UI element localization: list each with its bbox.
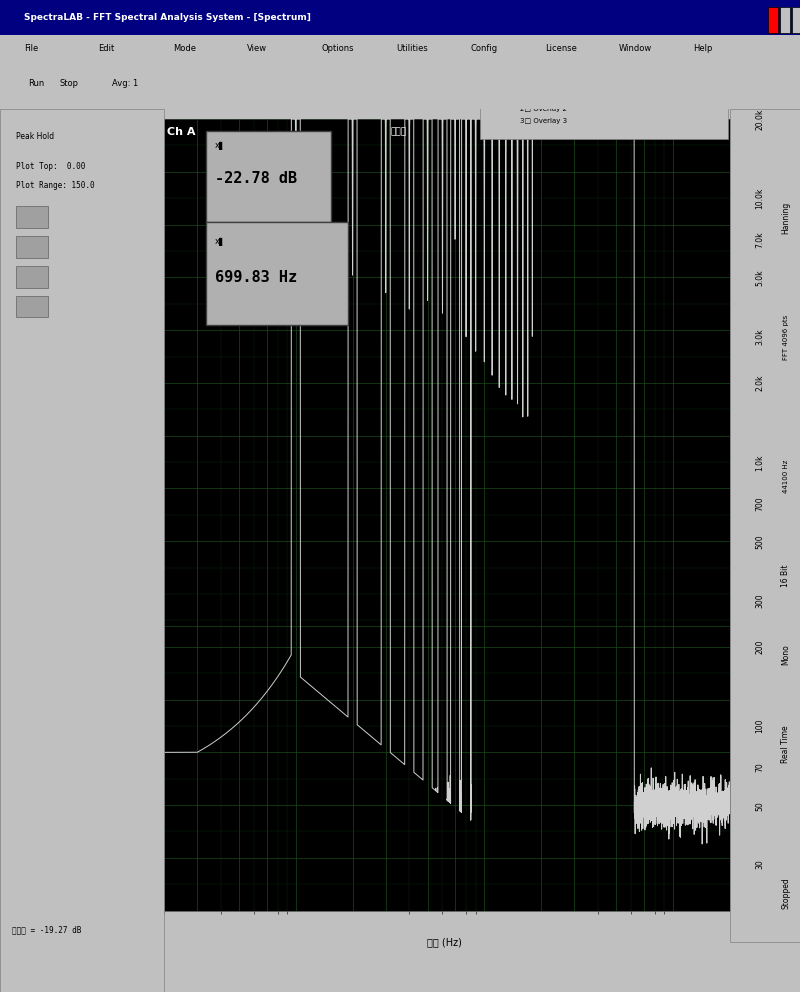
Text: -22.78 dB: -22.78 dB bbox=[215, 171, 297, 186]
Text: 20.0k: 20.0k bbox=[755, 108, 765, 130]
Text: Stop: Stop bbox=[60, 79, 79, 88]
Text: Config: Config bbox=[470, 44, 498, 53]
FancyBboxPatch shape bbox=[206, 131, 331, 222]
Text: Real Time: Real Time bbox=[781, 725, 790, 763]
Text: 500: 500 bbox=[755, 535, 765, 550]
Text: Run: Run bbox=[28, 79, 44, 88]
Text: 70: 70 bbox=[755, 762, 765, 772]
Text: 16 Bit: 16 Bit bbox=[781, 564, 790, 586]
Text: Ch A: Ch A bbox=[167, 127, 195, 137]
Text: Avg: 1: Avg: 1 bbox=[112, 79, 138, 88]
Text: Mode: Mode bbox=[173, 44, 196, 53]
Text: Edit: Edit bbox=[98, 44, 114, 53]
Text: 100: 100 bbox=[755, 719, 765, 733]
Text: 700: 700 bbox=[755, 496, 765, 511]
Text: Options: Options bbox=[322, 44, 354, 53]
Text: 699.83 Hz: 699.83 Hz bbox=[215, 270, 297, 285]
Text: 无通道: 无通道 bbox=[390, 127, 406, 136]
Text: Utilities: Utilities bbox=[396, 44, 428, 53]
Text: 10.0k: 10.0k bbox=[755, 187, 765, 209]
FancyBboxPatch shape bbox=[206, 222, 348, 324]
Text: 5.0k: 5.0k bbox=[755, 270, 765, 287]
Text: 300: 300 bbox=[755, 593, 765, 608]
Text: 总平均 = -19.27 dB: 总平均 = -19.27 dB bbox=[12, 926, 82, 934]
Text: x▌: x▌ bbox=[215, 237, 226, 246]
Text: Window: Window bbox=[619, 44, 653, 53]
Text: x▌: x▌ bbox=[215, 141, 226, 150]
Text: 200: 200 bbox=[755, 640, 765, 654]
Text: File: File bbox=[24, 44, 38, 53]
Text: 1□ Overlay 1: 1□ Overlay 1 bbox=[520, 94, 567, 100]
Y-axis label: 就分辨率 (dB): 就分辨率 (dB) bbox=[115, 493, 124, 537]
Text: 7.0k: 7.0k bbox=[755, 231, 765, 248]
Text: Options...: Options... bbox=[664, 99, 701, 108]
Text: SpectraLAB - FFT Spectral Analysis System - [Spectrum]: SpectraLAB - FFT Spectral Analysis Syste… bbox=[24, 13, 311, 22]
Text: 30: 30 bbox=[755, 859, 765, 869]
Text: 3□ Overlay 3: 3□ Overlay 3 bbox=[520, 118, 567, 124]
Text: Hanning: Hanning bbox=[781, 202, 790, 234]
Text: Help: Help bbox=[694, 44, 713, 53]
Text: View: View bbox=[247, 44, 267, 53]
Text: 2.0k: 2.0k bbox=[755, 375, 765, 391]
Text: Overlays: Overlays bbox=[492, 63, 534, 72]
Text: License: License bbox=[545, 44, 577, 53]
Text: 2□ Overlay 2: 2□ Overlay 2 bbox=[520, 106, 567, 112]
Text: fes S: fes S bbox=[492, 80, 510, 89]
Text: 3.0k: 3.0k bbox=[755, 328, 765, 345]
Text: Plot Top:  0.00: Plot Top: 0.00 bbox=[16, 162, 86, 171]
Text: Stopped: Stopped bbox=[781, 877, 790, 909]
Text: 50: 50 bbox=[755, 801, 765, 810]
Text: 44100 Hz: 44100 Hz bbox=[782, 459, 789, 493]
Text: Plot Range: 150.0: Plot Range: 150.0 bbox=[16, 182, 94, 190]
Text: Mono: Mono bbox=[781, 645, 790, 665]
Text: Peak Hold: Peak Hold bbox=[16, 132, 54, 141]
Text: 1.0k: 1.0k bbox=[755, 454, 765, 470]
Text: 頻率 (Hz): 頻率 (Hz) bbox=[426, 937, 462, 947]
Text: FFT 4096 pts: FFT 4096 pts bbox=[782, 314, 789, 360]
